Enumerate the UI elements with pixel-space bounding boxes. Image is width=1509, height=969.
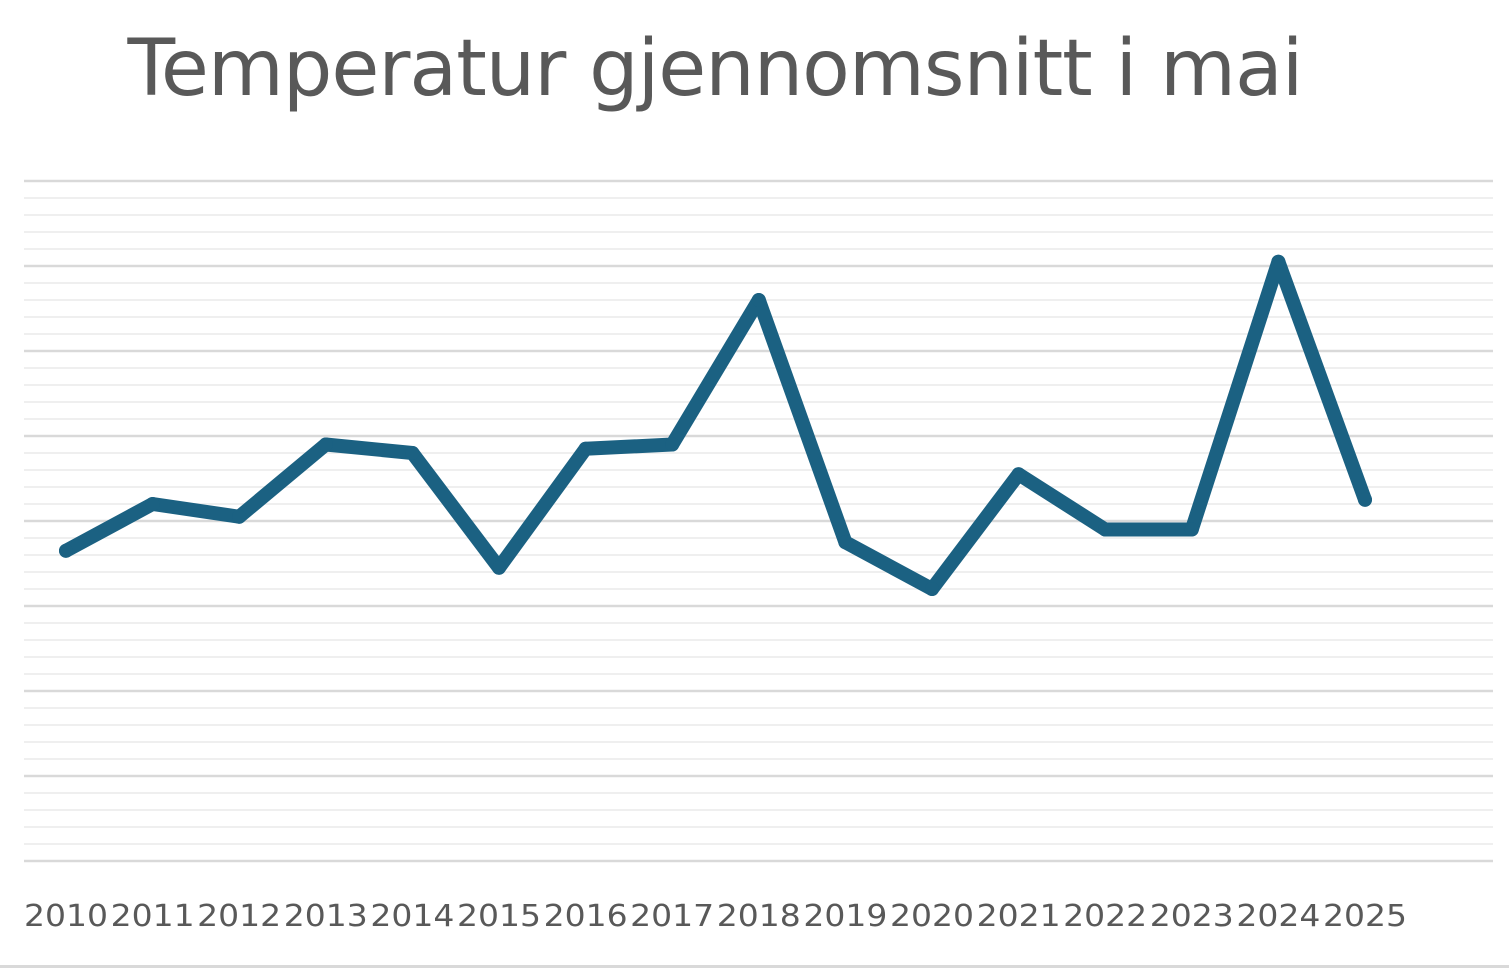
- chart-title: Temperatur gjennomsnitt i mai: [127, 24, 1304, 114]
- data-point-2023: [1184, 522, 1199, 537]
- x-tick-label-2017: 2017: [630, 899, 714, 934]
- data-point-2016: [578, 441, 593, 456]
- gridlines: [24, 179, 1493, 863]
- data-point-2021: [1011, 467, 1026, 482]
- data-point-2013: [318, 437, 333, 452]
- bottom-divider: [0, 965, 1509, 968]
- series-line: [59, 254, 1372, 596]
- data-point-2017: [665, 437, 680, 452]
- x-tick-label-2021: 2021: [977, 899, 1061, 934]
- x-tick-label-2016: 2016: [544, 899, 628, 934]
- data-point-2022: [1098, 522, 1113, 537]
- x-tick-label-2015: 2015: [457, 899, 541, 934]
- x-tick-label-2013: 2013: [284, 899, 368, 934]
- series-line-layer: [59, 254, 1372, 596]
- x-axis-tick-labels: 2010 2011 2012 2013 2014 2015 2016 2017 2018 2019…: [24, 899, 1407, 934]
- x-tick-label-2014: 2014: [370, 899, 454, 934]
- x-tick-label-2011: 2011: [111, 899, 195, 934]
- x-tick-label-2023: 2023: [1150, 899, 1234, 934]
- x-tick-label-2010: 2010: [24, 899, 108, 934]
- data-point-2015: [492, 560, 506, 575]
- data-point-2024: [1271, 254, 1286, 269]
- x-tick-label-2022: 2022: [1063, 899, 1147, 934]
- x-tick-label-2018: 2018: [717, 899, 801, 934]
- x-tick-label-2019: 2019: [803, 899, 887, 934]
- data-point-2025: [1358, 492, 1372, 507]
- x-tick-label-2024: 2024: [1236, 899, 1320, 934]
- data-point-2012: [232, 509, 247, 524]
- data-point-2011: [145, 497, 160, 511]
- x-tick-label-2025: 2025: [1323, 899, 1407, 934]
- data-point-2014: [405, 446, 420, 460]
- data-point-2018: [751, 293, 766, 307]
- x-tick-label-2012: 2012: [197, 899, 281, 934]
- x-tick-label-2020: 2020: [890, 899, 974, 934]
- data-point-2019: [838, 535, 853, 550]
- data-point-2010: [59, 543, 73, 558]
- data-point-2020: [925, 582, 939, 596]
